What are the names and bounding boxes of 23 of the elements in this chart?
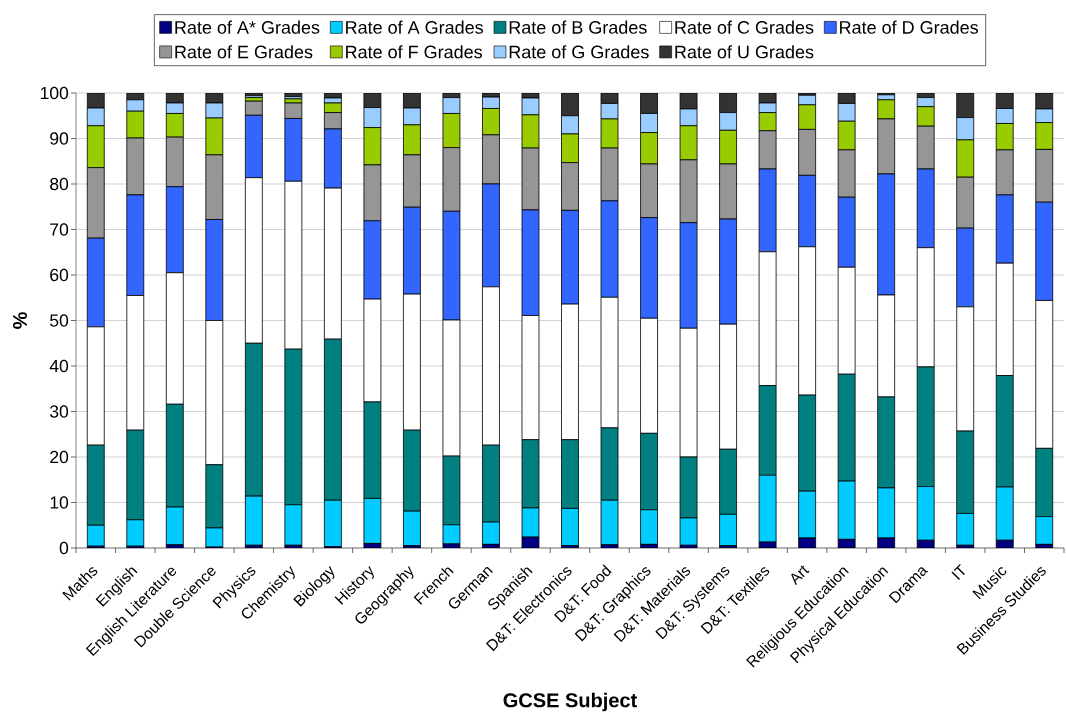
y-tick-label: 60 <box>50 268 69 282</box>
y-tick-label: 40 <box>49 359 69 373</box>
y-tick-label: 10 <box>50 496 69 509</box>
y-tick-label: 70 <box>50 223 69 236</box>
legend-label: Rate of G Grades <box>509 45 649 59</box>
legend-label: Rate of A* Grades <box>175 20 320 34</box>
y-tick-label: 20 <box>50 450 69 464</box>
y-tick-label: 0 <box>59 541 69 555</box>
legend-label: Rate of D Grades <box>840 20 978 34</box>
y-tick-label: 30 <box>50 405 69 418</box>
x-axis-title: GCSE Subject <box>503 692 637 712</box>
y-tick-label: 100 <box>40 86 69 100</box>
legend-label: Rate of A Grades <box>346 20 484 34</box>
legend-label: Rate of B Grades <box>509 20 647 34</box>
legend-label: Rate of U Grades <box>675 45 814 59</box>
legend-label: Rate of C Grades <box>675 20 814 34</box>
x-tick-label: IT <box>951 563 965 580</box>
y-tick-label: 90 <box>50 132 69 145</box>
legend-label: Rate of E Grades <box>175 45 313 59</box>
y-tick-label: 80 <box>50 177 69 191</box>
y-tick-label: 50 <box>50 314 69 327</box>
y-axis-title: % <box>12 312 28 329</box>
legend-label: Rate of F Grades <box>346 45 483 59</box>
